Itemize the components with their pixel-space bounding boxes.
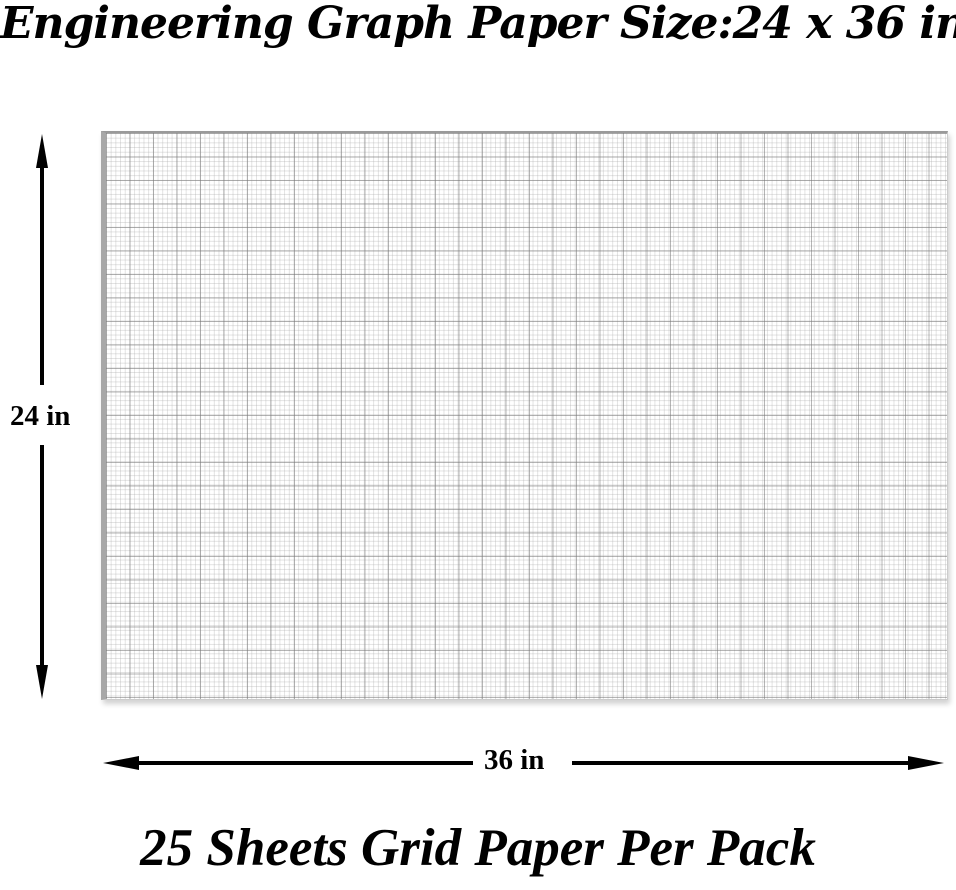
grid-pattern xyxy=(106,133,947,699)
footer-caption: 25 Sheets Grid Paper Per Pack xyxy=(140,819,816,877)
title: Engineering Graph Paper Size:24 x 36 in xyxy=(0,0,956,49)
vertical-arrow xyxy=(36,134,48,699)
width-label: 36 in xyxy=(484,744,545,777)
graph-paper-sheet xyxy=(101,131,948,700)
height-label: 24 in xyxy=(10,400,71,433)
horizontal-arrow xyxy=(103,756,944,770)
